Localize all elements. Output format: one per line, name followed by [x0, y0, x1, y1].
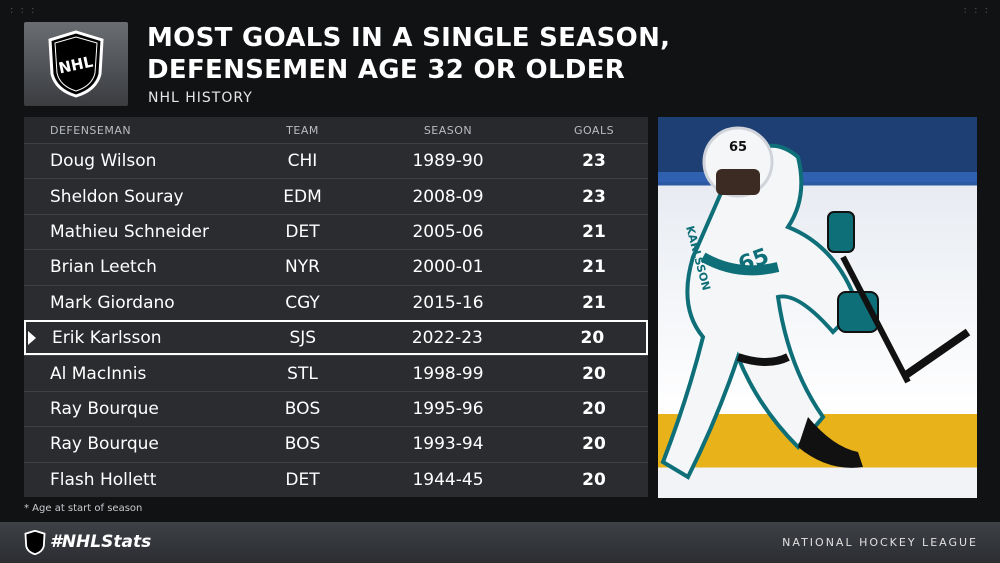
season-cell: 2005-06	[412, 221, 484, 242]
season-cell: 1989-90	[412, 151, 484, 172]
season-cell: 1944-45	[412, 469, 484, 490]
table-row: Flash Hollett DET 1944-45 20	[24, 461, 648, 497]
header-team: TEAM	[286, 123, 319, 137]
player-name-cell: Flash Hollett	[50, 469, 157, 490]
team-cell: SJS	[289, 327, 317, 348]
goals-cell: 21	[582, 292, 606, 313]
header-season: SEASON	[423, 123, 473, 137]
footer-league-name: NATIONAL HOCKEY LEAGUE	[782, 536, 978, 549]
table-row: Ray Bourque BOS 1993-94 20	[24, 426, 648, 461]
player-photo: 65 65 KARLSSON	[658, 117, 977, 498]
table-row: Mark Giordano CGY 2015-16 21	[24, 284, 648, 320]
team-cell: CGY	[285, 292, 320, 313]
svg-text:65: 65	[729, 140, 747, 155]
season-cell: 1993-94	[412, 434, 484, 455]
team-cell: BOS	[284, 398, 321, 419]
season-cell: 1998-99	[412, 363, 484, 384]
player-name-cell: Ray Bourque	[50, 398, 159, 419]
table-body: Doug Wilson CHI 1989-90 23 Sheldon Souray EDM…	[24, 143, 648, 497]
table-row: Brian Leetch NYR 2000-01 21	[24, 249, 648, 284]
page-subtitle: NHL HISTORY	[148, 90, 253, 106]
table-row: Ray Bourque BOS 1995-96 20	[24, 390, 648, 426]
footer-bar: #NHLStats NATIONAL HOCKEY LEAGUE	[0, 522, 1000, 563]
stats-table: DEFENSEMAN TEAM SEASON GOALS Doug Wilson…	[24, 117, 648, 497]
nhl-footer-shield-icon	[24, 530, 46, 555]
team-cell: NYR	[285, 257, 320, 278]
table-header: DEFENSEMAN TEAM SEASON GOALS	[24, 117, 648, 143]
team-cell: STL	[287, 363, 318, 384]
player-name-cell: Doug Wilson	[50, 151, 157, 172]
player-name-cell: Sheldon Souray	[50, 186, 184, 207]
team-cell: DET	[285, 469, 320, 490]
player-name-cell: Ray Bourque	[50, 434, 159, 455]
goals-cell: 23	[582, 151, 606, 172]
table-row: Al MacInnis STL 1998-99 20	[24, 355, 648, 390]
goals-cell: 20	[582, 469, 606, 490]
table-row-highlighted: Erik Karlsson SJS 2022-23 20	[24, 319, 648, 356]
player-name-cell: Al MacInnis	[50, 363, 147, 384]
hockey-player-illustration: 65 65 KARLSSON	[658, 117, 977, 480]
table-row: Mathieu Schneider DET 2005-06 21	[24, 213, 648, 249]
goals-cell: 20	[582, 363, 606, 384]
footnote: * Age at start of season	[24, 503, 143, 514]
table-row: Doug Wilson CHI 1989-90 23	[24, 143, 648, 178]
season-cell: 1995-96	[412, 398, 484, 419]
corner-dots-right: : : :	[963, 5, 990, 16]
goals-cell: 21	[582, 221, 606, 242]
team-cell: DET	[285, 221, 320, 242]
corner-dots-left: : : :	[10, 5, 37, 16]
goals-cell: 20	[582, 398, 606, 419]
nhl-logo-tile: NHL	[24, 22, 128, 106]
season-cell: 2008-09	[412, 186, 484, 207]
goals-cell: 20	[580, 327, 605, 348]
table-row: Sheldon Souray EDM 2008-09 23	[24, 178, 648, 213]
season-cell: 2022-23	[411, 327, 483, 348]
page-title: MOST GOALS IN A SINGLE SEASON, DEFENSEME…	[147, 23, 671, 85]
player-name-cell: Brian Leetch	[50, 257, 157, 278]
player-name-cell: Erik Karlsson	[52, 327, 162, 348]
season-cell: 2015-16	[412, 292, 484, 313]
team-cell: CHI	[287, 151, 318, 172]
goals-cell: 20	[582, 434, 606, 455]
footer-hashtag: #NHLStats	[50, 532, 152, 552]
season-cell: 2000-01	[412, 257, 484, 278]
team-cell: EDM	[283, 186, 322, 207]
nhl-shield-icon: NHL	[48, 30, 104, 98]
player-name-cell: Mathieu Schneider	[50, 221, 209, 242]
player-name-cell: Mark Giordano	[50, 292, 175, 313]
header-defenseman: DEFENSEMAN	[50, 123, 132, 137]
goals-cell: 21	[582, 257, 606, 278]
goals-cell: 23	[582, 186, 606, 207]
team-cell: BOS	[284, 434, 321, 455]
header-goals: GOALS	[573, 123, 615, 137]
